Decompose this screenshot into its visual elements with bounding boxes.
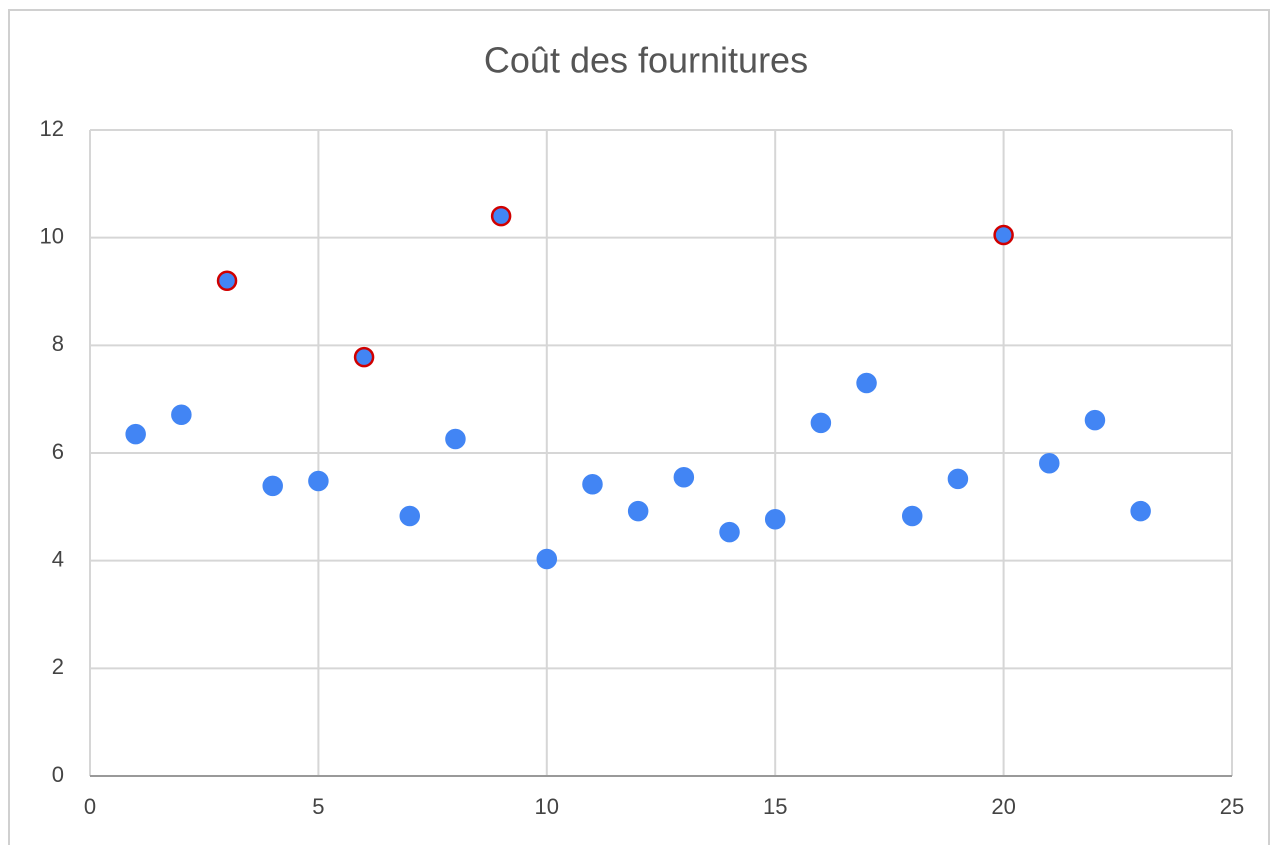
point bbox=[171, 404, 192, 426]
point bbox=[901, 505, 923, 527]
point bbox=[399, 505, 421, 527]
y-tick-label: 0 bbox=[52, 762, 64, 787]
y-tick-label: 8 bbox=[52, 331, 64, 356]
point bbox=[947, 468, 969, 490]
y-tick-label: 4 bbox=[52, 546, 64, 571]
x-tick-label: 15 bbox=[763, 794, 787, 819]
point bbox=[856, 372, 877, 394]
point bbox=[490, 205, 512, 227]
y-tick-label: 2 bbox=[52, 654, 64, 679]
point bbox=[993, 224, 1014, 246]
x-tick-label: 25 bbox=[1220, 794, 1244, 819]
point bbox=[216, 270, 238, 291]
x-tick-label: 0 bbox=[84, 794, 96, 819]
point bbox=[764, 508, 786, 530]
chart-title: Coût des fournitures bbox=[484, 40, 808, 81]
point bbox=[353, 346, 375, 368]
point bbox=[1039, 452, 1060, 474]
point bbox=[627, 500, 649, 522]
point bbox=[1130, 500, 1151, 522]
x-tick-label: 10 bbox=[535, 794, 559, 819]
point bbox=[673, 466, 695, 488]
y-tick-label: 12 bbox=[40, 116, 64, 141]
point bbox=[582, 473, 603, 495]
x-tick-label: 5 bbox=[312, 794, 324, 819]
point bbox=[308, 470, 329, 492]
point bbox=[1084, 409, 1106, 431]
point bbox=[262, 475, 283, 497]
point bbox=[445, 428, 466, 450]
y-tick-label: 6 bbox=[52, 439, 64, 464]
point bbox=[125, 423, 146, 445]
point bbox=[536, 548, 558, 570]
y-tick-label: 10 bbox=[40, 223, 64, 248]
chart-frame bbox=[8, 9, 1270, 845]
point bbox=[719, 521, 740, 543]
x-tick-label: 20 bbox=[991, 794, 1015, 819]
point bbox=[810, 412, 832, 434]
